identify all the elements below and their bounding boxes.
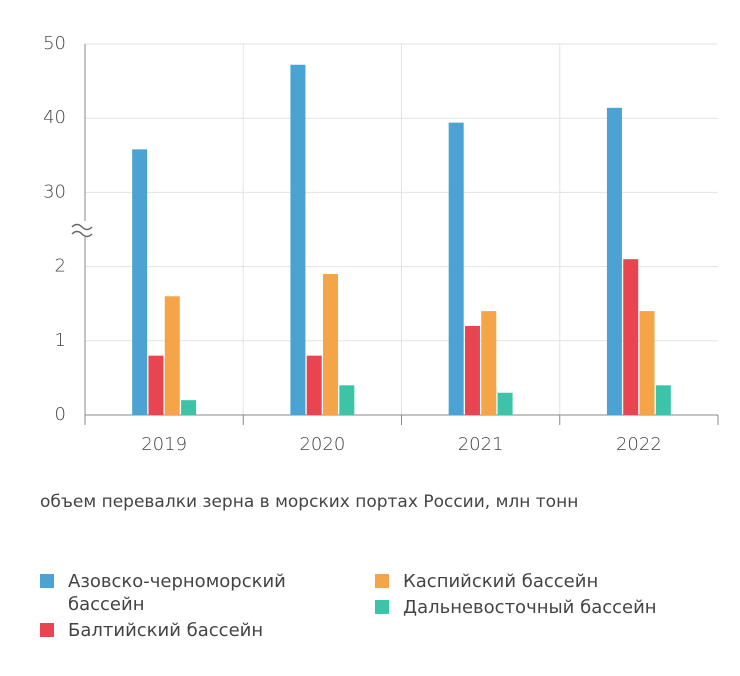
x-tick-label: 2019: [141, 434, 187, 455]
legend-item: Балтийский бассейн: [40, 619, 340, 642]
legend-item: Азовско-черноморский бассейн: [40, 570, 340, 616]
legend-label: Дальневосточный бассейн: [403, 597, 657, 618]
bar: [655, 385, 671, 415]
bar: [339, 385, 355, 415]
bar: [623, 259, 639, 415]
grid: [84, 43, 719, 425]
y-tick-label: 40: [43, 107, 66, 128]
bars: [132, 64, 671, 415]
bar: [306, 355, 322, 415]
legend-label: Балтийский бассейн: [68, 620, 264, 641]
bar: [606, 107, 622, 415]
legend-column: Каспийский бассейн Дальневосточный бассей…: [375, 570, 675, 622]
bar: [148, 355, 164, 415]
bar: [497, 392, 513, 415]
bar: [481, 311, 497, 415]
bar: [448, 122, 464, 415]
bar: [323, 274, 339, 415]
y-tick-label: 2: [55, 256, 66, 277]
bar: [639, 311, 655, 415]
legend-item: Дальневосточный бассейн: [375, 596, 675, 619]
axis-break: [71, 223, 93, 238]
legend-swatch: [375, 600, 389, 614]
legend-swatch: [375, 574, 389, 588]
x-tick-label: 2022: [616, 434, 662, 455]
y-tick-label: 50: [43, 33, 66, 54]
bar: [132, 149, 148, 415]
legend-swatch: [40, 623, 54, 637]
labels: 0 1 2 30 40 50 2019 2020 2021 2022: [43, 33, 662, 455]
x-tick-label: 2021: [458, 434, 504, 455]
legend-column: Азовско-черноморский бассейн Балтийский б…: [40, 570, 340, 645]
legend-label: Каспийский бассейн: [403, 571, 599, 592]
x-tick-label: 2020: [299, 434, 345, 455]
bar: [181, 400, 197, 415]
legend-swatch: [40, 574, 54, 588]
legend-label: Азовско-черноморский бассейн: [68, 571, 286, 615]
bar: [290, 64, 306, 415]
bar: [464, 325, 480, 415]
legend-item: Каспийский бассейн: [375, 570, 675, 593]
y-tick-label: 30: [43, 181, 66, 202]
subtitle: объем перевалки зерна в морских портах Р…: [40, 492, 579, 512]
bar: [164, 296, 180, 415]
y-tick-label: 0: [55, 404, 66, 425]
y-tick-label: 1: [55, 330, 66, 351]
